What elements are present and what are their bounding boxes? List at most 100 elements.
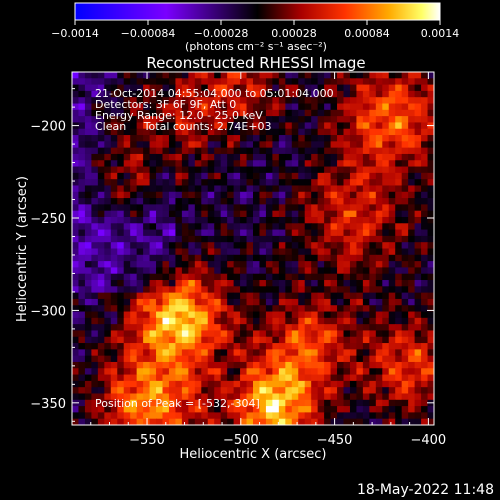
heatmap-cell	[110, 248, 118, 256]
heatmap-cell	[188, 330, 196, 338]
heatmap-cell	[369, 242, 377, 250]
heatmap-cell	[214, 229, 222, 237]
heatmap-cell	[427, 103, 434, 111]
heatmap-cell	[233, 418, 241, 425]
heatmap-cell	[304, 361, 312, 369]
heatmap-cell	[149, 122, 157, 130]
heatmap-cell	[259, 223, 267, 231]
heatmap-cell	[369, 84, 377, 92]
heatmap-cell	[72, 78, 80, 86]
heatmap-cell	[395, 128, 403, 136]
heatmap-cell	[227, 223, 235, 231]
heatmap-cell	[181, 368, 189, 376]
heatmap-cell	[117, 153, 125, 161]
heatmap-cell	[291, 172, 299, 180]
heatmap-cell	[388, 97, 396, 105]
heatmap-cell	[201, 330, 209, 338]
heatmap-cell	[408, 380, 416, 388]
heatmap-cell	[97, 349, 105, 357]
heatmap-cell	[130, 273, 138, 281]
heatmap-cell	[401, 286, 409, 294]
heatmap-cell	[194, 78, 202, 86]
heatmap-cell	[117, 343, 125, 350]
heatmap-cell	[337, 292, 345, 300]
heatmap-cell	[207, 292, 215, 300]
heatmap-cell	[421, 374, 429, 382]
heatmap-cell	[227, 141, 235, 149]
heatmap-cell	[78, 399, 86, 407]
heatmap-cell	[285, 324, 293, 332]
heatmap-cell	[291, 223, 299, 231]
heatmap-cell	[168, 141, 177, 149]
heatmap-cell	[110, 355, 118, 363]
heatmap-cell	[382, 179, 390, 187]
heatmap-cell	[181, 204, 189, 212]
heatmap-cell	[220, 198, 228, 205]
heatmap-cell	[214, 84, 222, 92]
heatmap-cell	[78, 374, 86, 382]
heatmap-cell	[369, 122, 377, 130]
heatmap-cell	[143, 254, 151, 262]
heatmap-cell	[130, 216, 138, 224]
heatmap-cell	[349, 216, 358, 224]
heatmap-cell	[362, 286, 370, 294]
heatmap-cell	[84, 166, 92, 174]
heatmap-cell	[421, 248, 429, 256]
heatmap-cell	[117, 84, 125, 92]
heatmap-cell	[220, 349, 228, 357]
heatmap-cell	[408, 311, 416, 319]
heatmap-cell	[175, 147, 183, 155]
heatmap-cell	[414, 298, 422, 306]
heatmap-cell	[388, 311, 396, 319]
heatmap-cell	[272, 185, 280, 193]
heatmap-cell	[240, 229, 248, 237]
heatmap-cell	[110, 198, 118, 205]
heatmap-cell	[130, 261, 138, 269]
heatmap-cell	[362, 374, 370, 382]
heatmap-cell	[181, 229, 189, 237]
heatmap-cell	[421, 166, 429, 174]
heatmap-cell	[337, 235, 345, 243]
heatmap-cell	[311, 393, 319, 401]
heatmap-cell	[388, 210, 396, 218]
heatmap-cell	[421, 317, 429, 325]
heatmap-cell	[220, 311, 228, 319]
heatmap-cell	[181, 147, 189, 155]
heatmap-cell	[382, 122, 390, 130]
heatmap-cell	[356, 141, 364, 149]
heatmap-cell	[356, 374, 364, 382]
heatmap-cell	[201, 418, 209, 425]
heatmap-cell	[149, 349, 157, 357]
heatmap-cell	[117, 191, 125, 199]
heatmap-cell	[168, 317, 177, 325]
heatmap-cell	[246, 311, 254, 319]
heatmap-cell	[304, 97, 312, 105]
heatmap-cell	[324, 135, 332, 142]
heatmap-cell	[330, 343, 338, 350]
heatmap-cell	[240, 254, 248, 262]
heatmap-cell	[168, 355, 177, 363]
heatmap-cell	[253, 147, 261, 155]
heatmap-cell	[253, 248, 261, 256]
heatmap-cell	[240, 242, 248, 250]
heatmap-cell	[168, 380, 177, 388]
heatmap-cell	[382, 317, 390, 325]
heatmap-cell	[168, 336, 177, 344]
heatmap-cell	[72, 374, 80, 382]
heatmap-cell	[246, 387, 254, 395]
heatmap-cell	[265, 72, 273, 79]
heatmap-cell	[324, 292, 332, 300]
heatmap-cell	[72, 298, 80, 306]
heatmap-cell	[162, 198, 170, 205]
heatmap-cell	[168, 185, 177, 193]
heatmap-cell	[156, 84, 164, 92]
heatmap-cell	[298, 122, 306, 130]
heatmap-cell	[382, 185, 390, 193]
heatmap-cell	[382, 210, 390, 218]
heatmap-cell	[117, 273, 125, 281]
heatmap-cell	[265, 387, 273, 395]
heatmap-cell	[220, 330, 228, 338]
heatmap-cell	[168, 135, 177, 142]
heatmap-cell	[175, 135, 183, 142]
heatmap-cell	[201, 191, 209, 199]
